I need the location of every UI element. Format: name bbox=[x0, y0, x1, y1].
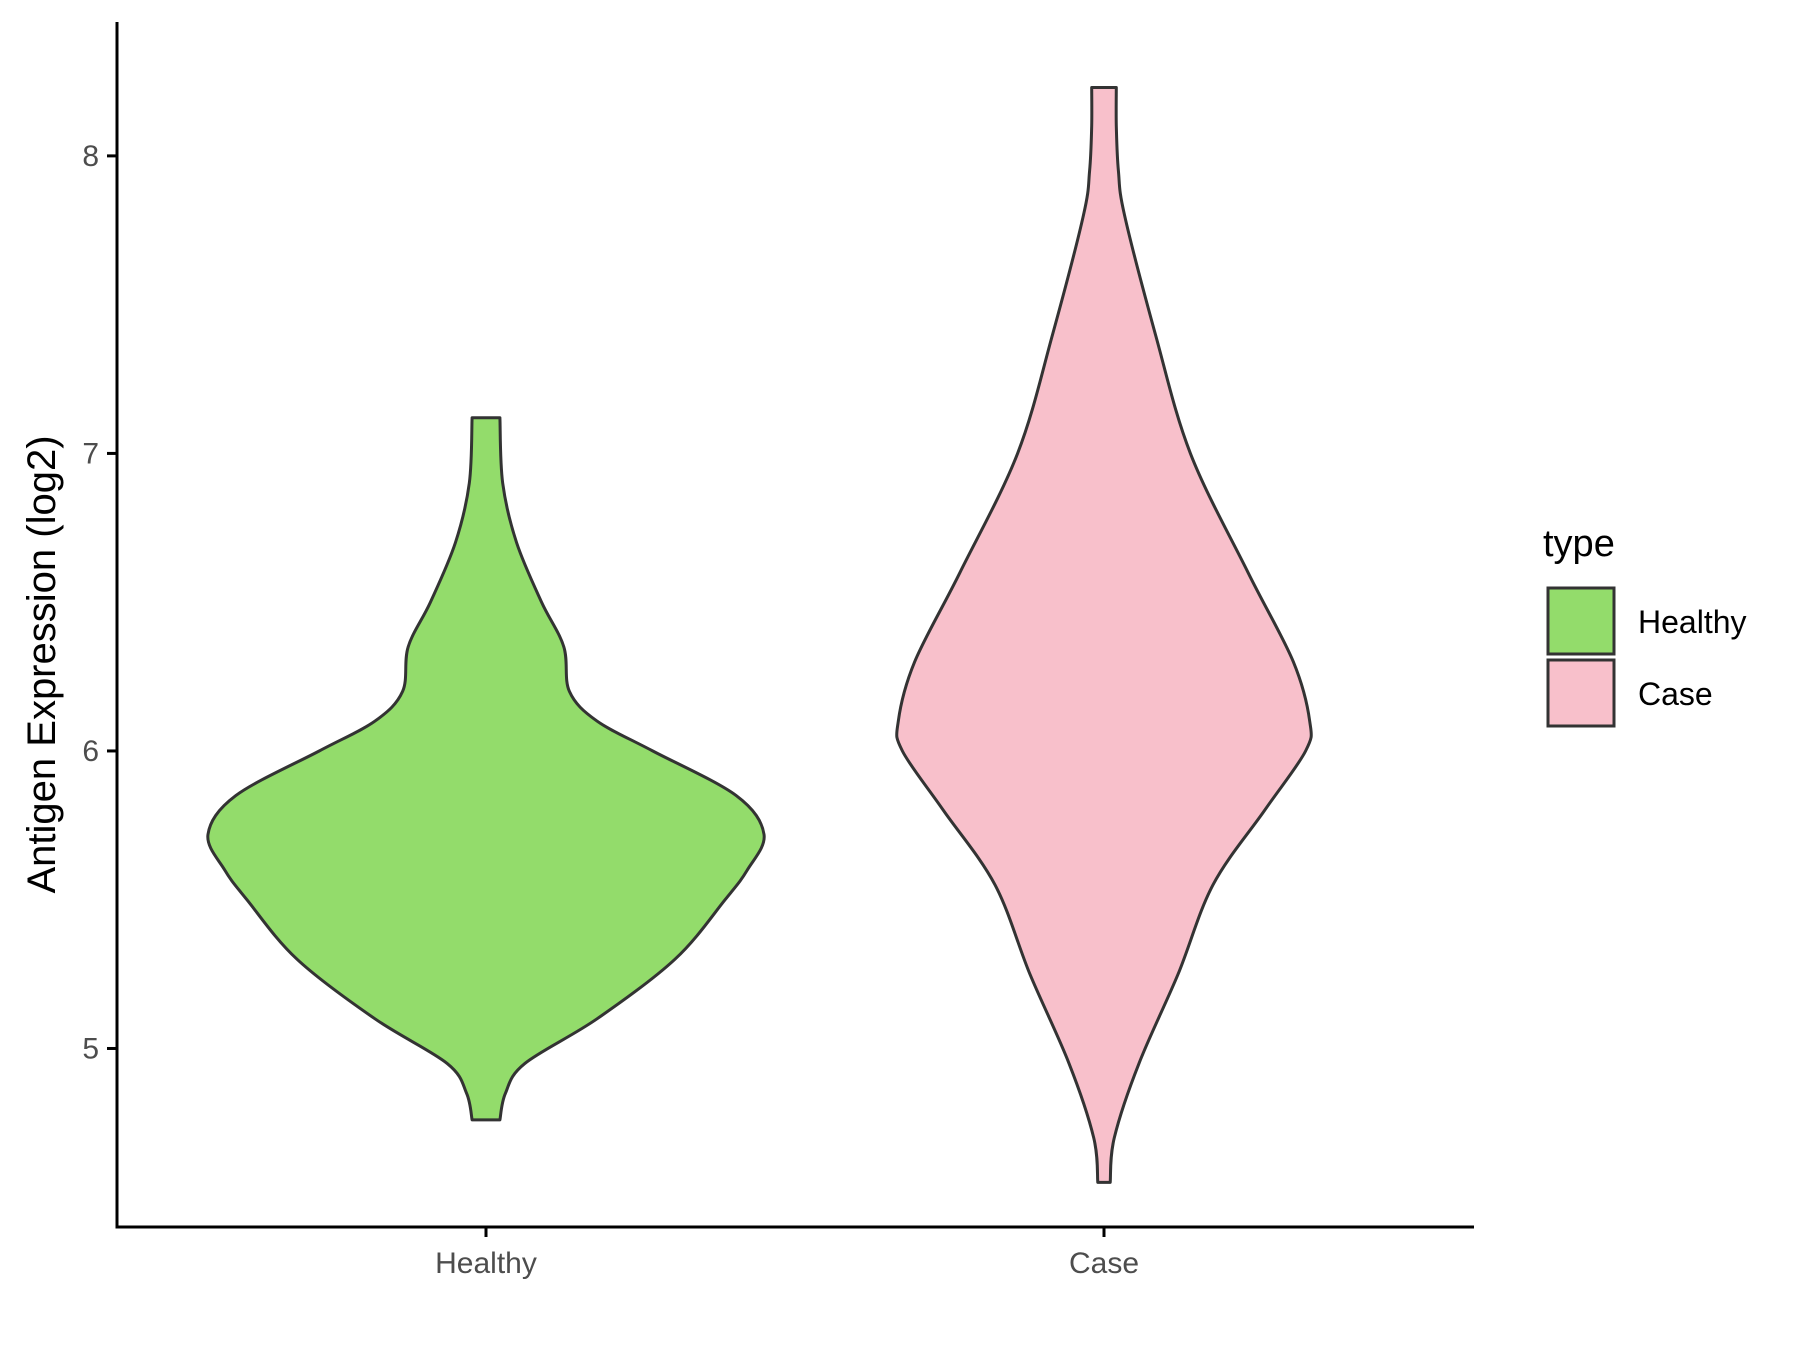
legend-key-case bbox=[1546, 658, 1616, 728]
y-tick-label-7: 7 bbox=[82, 437, 99, 470]
y-tick-label-6: 6 bbox=[82, 735, 99, 768]
x-tick-label-healthy: Healthy bbox=[435, 1247, 537, 1280]
legend: type Healthy Case bbox=[1543, 523, 1747, 728]
y-axis-title: Antigen Expression (log2) bbox=[20, 435, 64, 893]
y-axis-ticks: 5 6 7 8 bbox=[82, 140, 117, 1065]
violins-group bbox=[206, 86, 1313, 1184]
x-axis-ticks: Healthy Case bbox=[435, 1227, 1139, 1280]
legend-title: type bbox=[1543, 523, 1615, 565]
y-tick-label-8: 8 bbox=[82, 140, 99, 173]
x-tick-label-case: Case bbox=[1069, 1247, 1139, 1280]
violin-case bbox=[895, 86, 1313, 1184]
violin-healthy bbox=[206, 416, 766, 1122]
legend-label-healthy: Healthy bbox=[1638, 604, 1747, 640]
legend-label-case: Case bbox=[1638, 676, 1713, 712]
legend-key-healthy bbox=[1546, 586, 1616, 656]
y-tick-label-5: 5 bbox=[82, 1032, 99, 1065]
